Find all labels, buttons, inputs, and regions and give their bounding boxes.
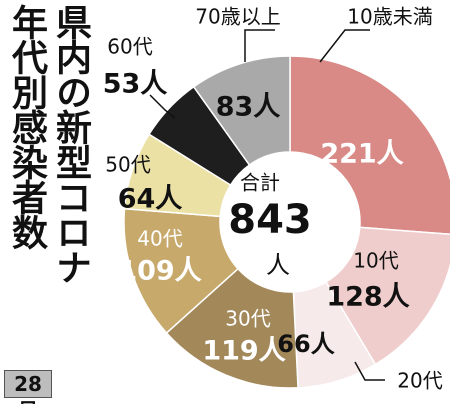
- category-label: 50代: [105, 153, 150, 177]
- total-unit: 人: [266, 251, 290, 279]
- leader-line: [149, 94, 176, 119]
- total-value: 843: [228, 197, 312, 243]
- category-label: 10歳未満: [347, 5, 432, 29]
- value-label: 119人: [202, 336, 285, 367]
- leader-line: [244, 29, 275, 62]
- category-label: 70歳以上: [195, 5, 280, 29]
- category-label: 60代: [107, 35, 152, 59]
- leader-line: [354, 361, 385, 381]
- value-label: 83人: [216, 92, 281, 123]
- title-line: 県内の新型コロナ: [50, 4, 91, 284]
- total-caption: 合計: [240, 171, 280, 195]
- leader-line: [319, 29, 370, 63]
- donut-slice: [165, 267, 299, 389]
- title-line: 年代別感染者数: [6, 4, 47, 249]
- donut-slice: [324, 226, 450, 366]
- category-label: 20代: [397, 369, 442, 393]
- category-label: 40代: [137, 227, 182, 251]
- donut-slice: [289, 55, 450, 235]
- value-label: 221人: [320, 139, 403, 170]
- category-label: 30代: [225, 307, 270, 331]
- donut-slice: [192, 55, 291, 167]
- date-badge: 28日: [4, 370, 52, 404]
- value-label: 53人: [103, 69, 168, 100]
- leader-lines: [149, 29, 385, 381]
- value-label: 128人: [326, 282, 409, 313]
- value-label: 66人: [277, 330, 334, 358]
- value-label: 109人: [118, 256, 201, 287]
- value-label: 64人: [118, 184, 183, 215]
- category-label: 10代: [353, 249, 398, 273]
